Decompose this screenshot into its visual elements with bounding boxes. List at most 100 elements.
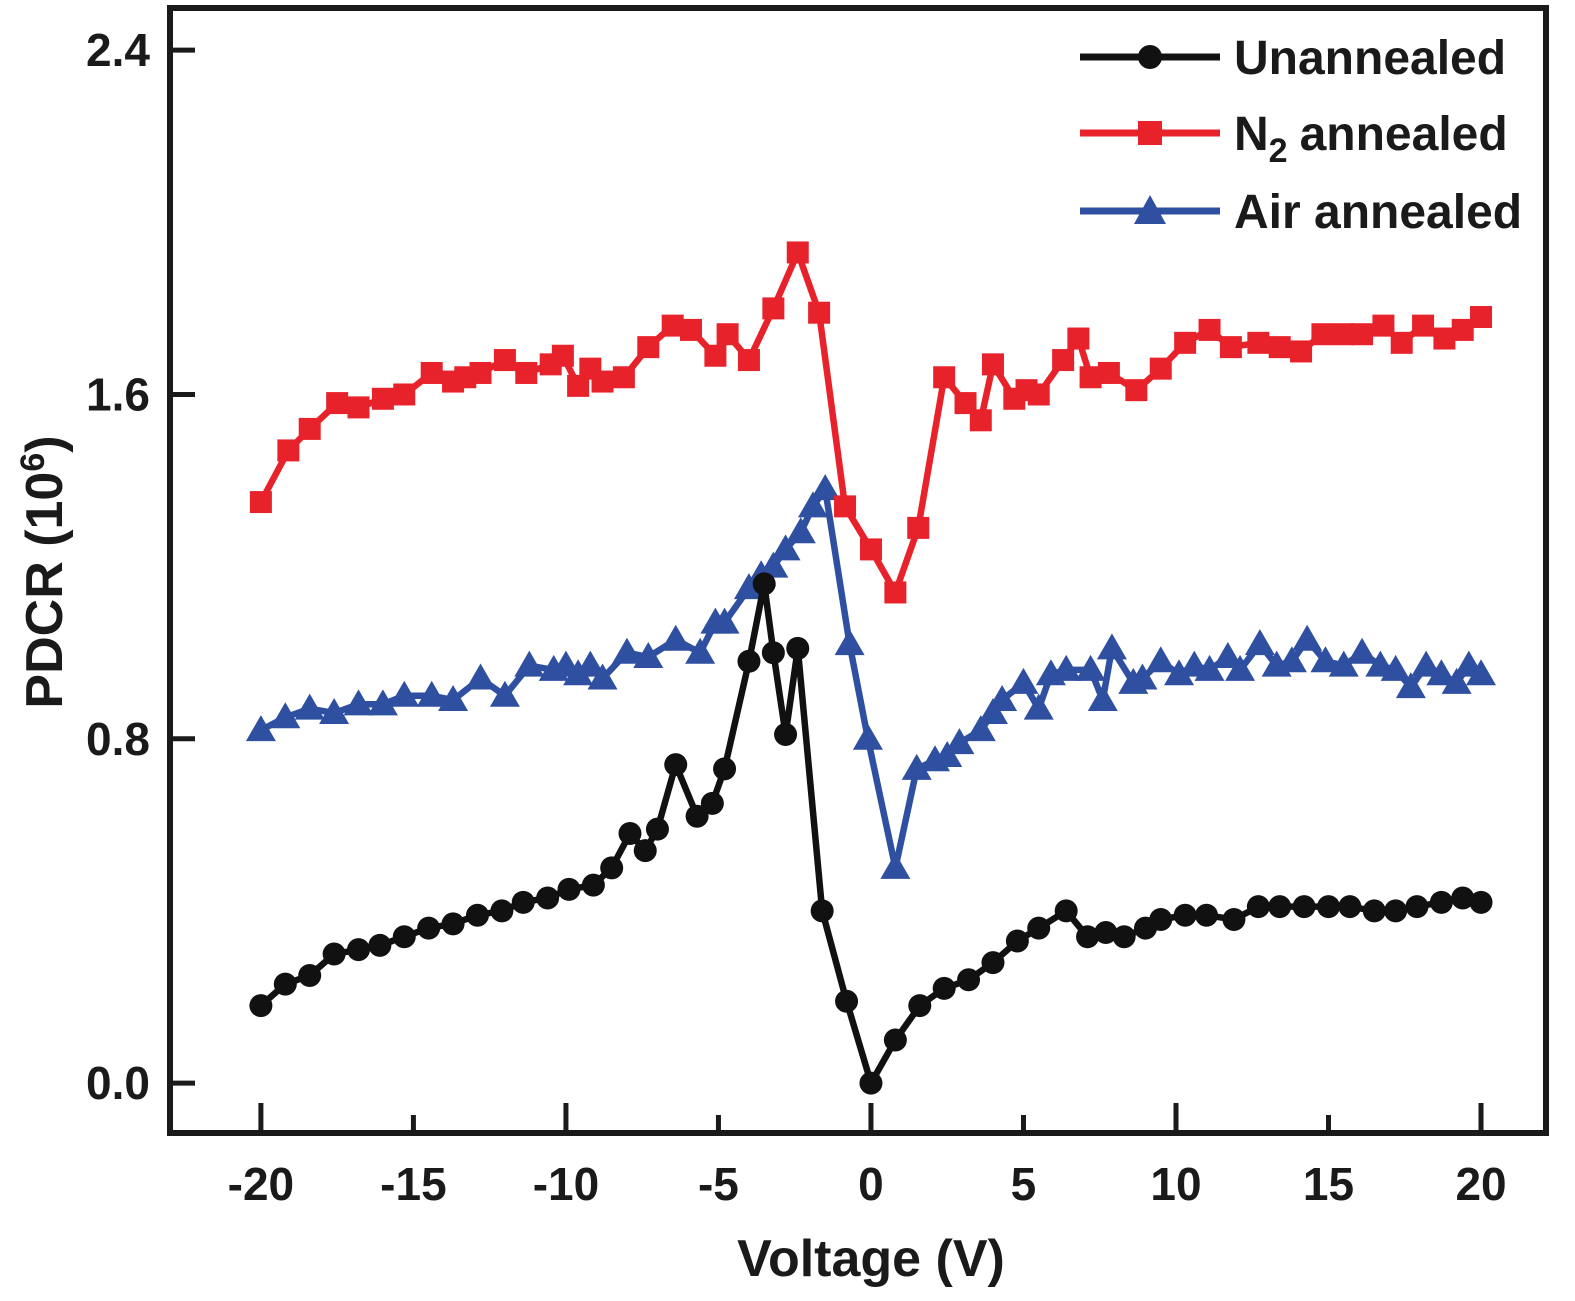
- data-point-triangle-air-annealed: [660, 624, 691, 651]
- data-point-circle-unannealed: [761, 641, 785, 665]
- data-point-triangle-air-annealed: [1023, 693, 1054, 720]
- data-point-square-n2-annealed: [1351, 323, 1374, 346]
- data-point-square-n2-annealed: [1219, 336, 1242, 359]
- data-point-circle-unannealed: [511, 890, 535, 914]
- data-point-triangle-air-annealed: [294, 693, 325, 720]
- data-point-triangle-air-annealed: [416, 680, 447, 707]
- data-point-triangle-air-annealed: [1276, 646, 1307, 673]
- data-point-circle-unannealed: [752, 572, 776, 596]
- data-point-triangle-air-annealed: [587, 663, 618, 690]
- data-point-triangle-air-annealed: [1164, 659, 1195, 686]
- data-point-circle-unannealed: [600, 856, 624, 880]
- data-point-triangle-air-annealed: [1225, 654, 1256, 681]
- data-point-square-n2-annealed: [591, 370, 614, 393]
- data-point-triangle-air-annealed: [810, 474, 841, 501]
- data-point-circle-unannealed: [1268, 895, 1292, 919]
- data-point-square-n2-annealed: [326, 392, 349, 415]
- data-point-square-n2-annealed: [954, 392, 977, 415]
- data-point-triangle-air-annealed: [1292, 624, 1323, 651]
- data-point-square-n2-annealed: [981, 353, 1004, 376]
- data-point-circle-unannealed: [1094, 920, 1118, 944]
- data-point-triangle-air-annealed: [1395, 672, 1426, 699]
- data-point-circle-unannealed: [392, 925, 416, 949]
- data-point-circle-unannealed: [932, 976, 956, 1000]
- data-point-triangle-air-annealed: [798, 491, 829, 518]
- data-point-square-n2-annealed: [716, 323, 739, 346]
- x-tick-label: 10: [1150, 1158, 1201, 1210]
- data-point-square-n2-annealed: [347, 396, 370, 419]
- data-point-square-n2-annealed: [612, 366, 635, 389]
- data-point-circle-unannealed: [957, 968, 981, 992]
- data-point-circle-unannealed: [618, 821, 642, 845]
- legend-square-marker-icon: [1138, 121, 1162, 145]
- data-point-circle-unannealed: [1469, 890, 1493, 914]
- data-point-circle-unannealed: [737, 649, 761, 673]
- data-point-circle-unannealed: [1112, 925, 1136, 949]
- data-point-square-n2-annealed: [1097, 361, 1120, 384]
- data-point-circle-unannealed: [1429, 890, 1453, 914]
- data-point-square-n2-annealed: [1311, 323, 1334, 346]
- data-point-circle-unannealed: [810, 899, 834, 923]
- data-point-circle-unannealed: [249, 994, 273, 1018]
- data-point-triangle-air-annealed: [1087, 685, 1118, 712]
- data-point-circle-unannealed: [1149, 908, 1173, 932]
- data-point-triangle-air-annealed: [1145, 646, 1176, 673]
- plot-area: -20 -15 -10 -5 0 5 10 15 20 0.0 0.8 1.6 2.4: [86, 5, 1549, 1210]
- x-axis-title: Voltage (V): [737, 1230, 1005, 1288]
- data-point-triangle-air-annealed: [1347, 637, 1378, 664]
- legend-item-air-annealed: Air annealed: [1080, 186, 1522, 239]
- data-point-triangle-air-annealed: [1008, 667, 1039, 694]
- legend-circle-marker-icon: [1138, 45, 1162, 69]
- data-point-square-n2-annealed: [249, 491, 272, 514]
- data-point-square-n2-annealed: [679, 318, 702, 341]
- data-point-triangle-air-annealed: [465, 663, 496, 690]
- data-point-square-n2-annealed: [1412, 314, 1435, 337]
- data-point-square-n2-annealed: [859, 538, 882, 561]
- data-point-square-n2-annealed: [551, 344, 574, 367]
- data-point-square-n2-annealed: [1067, 327, 1090, 350]
- data-point-triangle-air-annealed: [770, 534, 801, 561]
- data-point-triangle-air-annealed: [987, 685, 1018, 712]
- data-point-circle-unannealed: [700, 791, 724, 815]
- data-point-square-n2-annealed: [567, 374, 590, 397]
- x-tick-label: -5: [698, 1158, 739, 1210]
- data-point-square-n2-annealed: [1079, 366, 1102, 389]
- data-point-square-n2-annealed: [1052, 349, 1075, 372]
- data-point-circle-unannealed: [1027, 916, 1051, 940]
- data-point-square-n2-annealed: [969, 409, 992, 432]
- data-point-triangle-air-annealed: [514, 650, 545, 677]
- data-point-square-n2-annealed: [637, 336, 660, 359]
- data-point-square-n2-annealed: [1290, 340, 1313, 363]
- x-tick-label: -15: [380, 1158, 446, 1210]
- data-point-triangle-air-annealed: [245, 715, 276, 742]
- data-point-square-n2-annealed: [298, 417, 321, 440]
- data-point-circle-unannealed: [664, 753, 688, 777]
- data-point-square-n2-annealed: [1433, 327, 1456, 350]
- data-point-circle-unannealed: [1317, 895, 1341, 919]
- data-point-triangle-air-annealed: [1310, 646, 1341, 673]
- data-point-triangle-air-annealed: [834, 629, 865, 656]
- x-tick-label: 15: [1303, 1158, 1354, 1210]
- data-point-triangle-air-annealed: [901, 753, 932, 780]
- data-point-circle-unannealed: [908, 994, 932, 1018]
- data-point-circle-unannealed: [835, 989, 859, 1013]
- data-point-square-n2-annealed: [1174, 331, 1197, 354]
- data-point-square-n2-annealed: [1390, 331, 1413, 354]
- data-point-circle-unannealed: [417, 916, 441, 940]
- data-point-circle-unannealed: [774, 722, 798, 746]
- data-point-square-n2-annealed: [933, 366, 956, 389]
- data-point-circle-unannealed: [557, 877, 581, 901]
- data-point-square-n2-annealed: [762, 297, 785, 320]
- data-point-square-n2-annealed: [704, 344, 727, 367]
- data-point-square-n2-annealed: [277, 439, 300, 462]
- data-point-triangle-air-annealed: [1212, 642, 1243, 669]
- data-point-circle-unannealed: [347, 938, 371, 962]
- data-point-circle-unannealed: [1005, 929, 1029, 953]
- data-point-circle-unannealed: [441, 912, 465, 936]
- data-point-circle-unannealed: [713, 757, 737, 781]
- data-point-square-n2-annealed: [1149, 357, 1172, 380]
- data-point-square-n2-annealed: [808, 301, 831, 324]
- data-point-circle-unannealed: [368, 933, 392, 957]
- data-point-triangle-air-annealed: [1127, 663, 1158, 690]
